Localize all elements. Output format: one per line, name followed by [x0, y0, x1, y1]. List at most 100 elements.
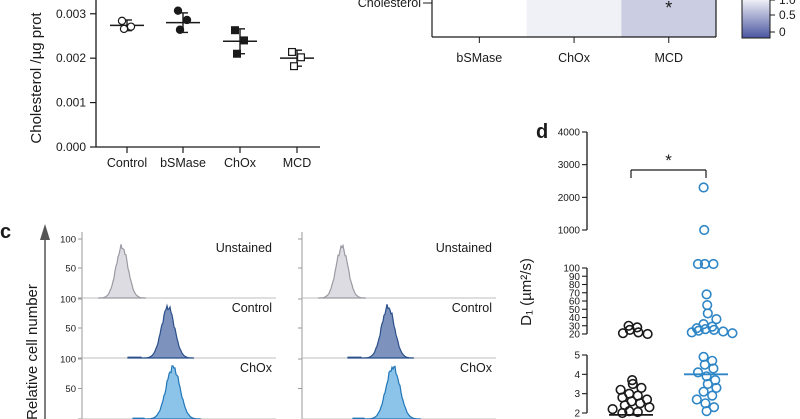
panel-c-histogram-label-chox: ChOx [460, 361, 493, 375]
panel-d-point-group-2 [711, 314, 722, 325]
heatmap-cell-chox [526, 0, 622, 37]
panel-d-ytick-label: 40 [569, 313, 581, 324]
panel-a-point [288, 47, 297, 56]
panel-a-point [119, 24, 129, 34]
panel-a-ytick-label: 0.003 [56, 7, 86, 21]
heatmap-significance-star: * [665, 0, 672, 18]
panel-d-point-group-2 [699, 224, 710, 236]
panel-d-ytick-label: 1000 [558, 226, 581, 237]
panel-c-ytick-label: 100 [60, 295, 76, 306]
panel-c-ytick-label: 100 [60, 355, 76, 366]
panel-d-point-group-1 [627, 378, 638, 390]
panel-b-heatmap: Cholesterol * bSMase ChOx MCD 1.00.5 0 [358, 0, 796, 65]
panel-d-point-group-2 [698, 386, 709, 397]
panel-d-point-group-2 [702, 308, 713, 319]
panel-d-point-group-2 [691, 394, 702, 405]
panel-d-point-group-1 [642, 328, 653, 340]
panel-d-point-group-2 [708, 258, 719, 270]
panel-c-y-arrowhead [40, 224, 50, 240]
panel-a-xtick-label-mcd: MCD [283, 156, 311, 170]
panel-d-ytick-label: 2 [574, 409, 580, 419]
panel-d-point-group-1 [607, 404, 618, 415]
panel-a-y-axis-label: Cholesterol /µg prot [28, 12, 45, 144]
panel-a-ytick-label: 0.001 [56, 96, 86, 110]
panel-c-letter: c [0, 221, 11, 243]
panel-d-point-group-2 [686, 327, 697, 338]
panel-c-histogram-chox [352, 365, 421, 419]
panel-c-y-axis-label: Relative cell number [24, 284, 41, 419]
panel-c-histogram-chox [132, 365, 201, 419]
colorbar-tick-label: 0.5 [779, 8, 796, 22]
panel-d-point-group-2 [718, 326, 729, 337]
panel-d-point-group-2 [692, 258, 704, 270]
panel-a-xtick-label-chox: ChOx [224, 156, 257, 170]
panel-d-ytick-label: 4 [574, 370, 580, 381]
panel-d-point-group-2 [698, 182, 709, 193]
panel-d-point-group-2 [708, 324, 720, 336]
panel-a-point [126, 22, 136, 31]
panel-d-ytick-label: 60 [569, 297, 581, 308]
panel-d-significance-star: * [665, 151, 672, 170]
panel-a-point [240, 36, 249, 45]
panel-a-xtick-label-control: Control [107, 156, 147, 170]
panel-c-histogram-unstained [98, 244, 146, 299]
panel-a-xtick-label-bsmase: bSMase [160, 156, 206, 170]
panel-d-ytick-label: 90 [569, 272, 581, 283]
panel-d-ytick-label: 20 [569, 330, 581, 341]
panel-a-cholesterol-scatter: Cholesterol /µg prot 0.000 0.001 0.002 0.00… [28, 0, 320, 170]
heatmap-column-label-chox: ChOx [558, 51, 591, 65]
panel-d-point-group-1 [633, 327, 644, 338]
panel-d-ytick-label: 3 [574, 389, 580, 400]
panel-a-ytick-label: 0.000 [56, 140, 86, 154]
panel-d-ytick-label: 70 [569, 288, 581, 299]
heatmap-cell-bsmase [432, 0, 527, 37]
panel-c-histogram-unstained [318, 243, 366, 299]
panel-d-ytick-label: 3000 [558, 160, 581, 171]
colorbar [741, 0, 771, 39]
panel-d-point-group-2 [702, 300, 713, 311]
panel-d-point-group-2 [708, 363, 719, 374]
panel-d-point-group-1 [644, 402, 655, 413]
panel-d-point-group-2 [707, 390, 718, 401]
panel-c-histogram-control [347, 304, 414, 359]
panel-d-diffusion-scatter: d D₁ (µm²/s) 1000 2000 3000 4000 20304050607… [518, 121, 738, 419]
panel-c-ytick-label: 50 [65, 324, 76, 335]
panel-d-point-group-2 [692, 367, 704, 378]
panel-c-flow-histograms: c Relative cell number 100 50 Unstained 100… [0, 221, 496, 419]
panel-d-ytick-label: 5 [574, 351, 580, 362]
panel-a-point [182, 15, 192, 25]
heatmap-cell-mcd [621, 0, 717, 37]
panel-c-histogram-label-unstained: Unstained [216, 241, 272, 255]
panel-d-y-axis-label: D₁ (µm²/s) [518, 258, 535, 326]
panel-a-point [175, 25, 185, 34]
panel-d-point-group-2 [727, 328, 738, 339]
panel-d-point-group-1 [635, 398, 646, 409]
panel-d-ytick-label: 80 [569, 280, 581, 291]
colorbar-tick-label: 1.0 [779, 0, 796, 7]
panel-d-point-group-2 [693, 325, 704, 336]
panel-d-ytick-label: 50 [569, 305, 581, 316]
heatmap-column-label-mcd: MCD [655, 51, 683, 65]
panel-a-point [173, 6, 183, 15]
panel-d-ytick-label: 2000 [558, 193, 581, 204]
panel-d-point-group-1 [632, 406, 643, 418]
panel-d-point-group-1 [627, 375, 638, 386]
panel-d-point-group-2 [701, 406, 712, 417]
panel-d-point-group-2 [711, 382, 722, 394]
panel-d-point-group-2 [701, 289, 712, 300]
panel-a-ytick-label: 0.002 [56, 51, 86, 65]
panel-d-ytick-label: 100 [563, 264, 580, 275]
panel-c-histogram-label-chox: ChOx [240, 361, 273, 375]
panel-d-point-group-2 [699, 359, 710, 370]
panel-d-point-group-1 [617, 328, 629, 339]
panel-c-histogram-label-control: Control [452, 301, 492, 315]
panel-c-ytick-label: 50 [65, 264, 76, 275]
panel-c-histogram-label-unstained: Unstained [436, 241, 492, 255]
panel-c-ytick-label: 50 [65, 384, 76, 395]
heatmap-row-label: Cholesterol [358, 0, 421, 10]
panel-a-point [233, 49, 242, 58]
panel-a-point [290, 62, 299, 71]
panel-d-ytick-label: 4000 [558, 128, 581, 139]
panel-c-histogram-control [127, 303, 194, 359]
